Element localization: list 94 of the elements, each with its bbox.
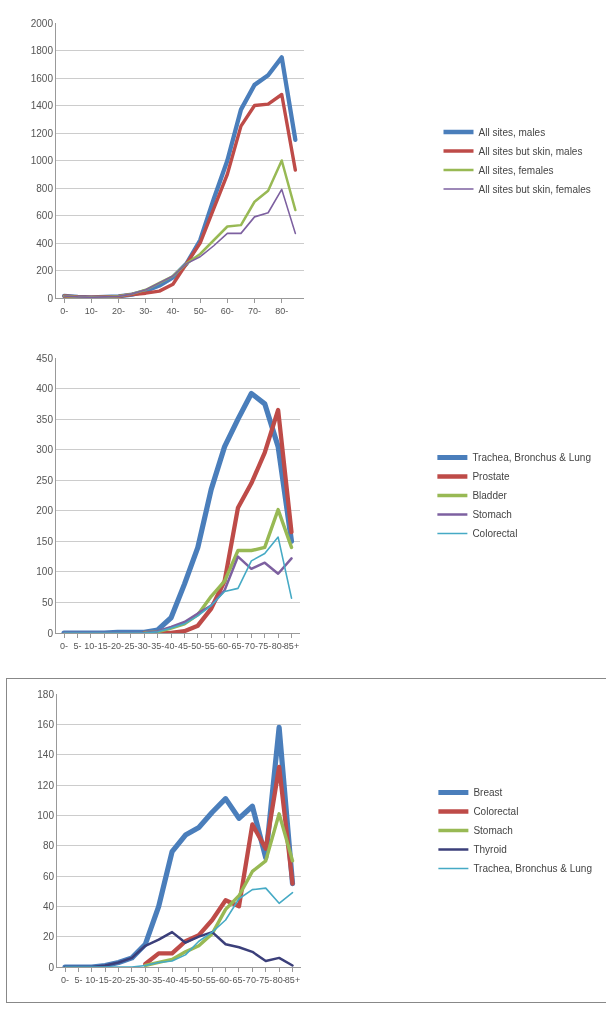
x-tick-label: 65-	[232, 974, 246, 985]
y-tick-label: 100	[36, 566, 54, 578]
x-tick-label: 5-	[74, 974, 83, 985]
y-tick-label: 250	[36, 474, 54, 486]
y-tick-label: 2000	[30, 17, 54, 29]
x-tick-label: 80-	[275, 305, 289, 316]
x-tick-label: 85+	[283, 640, 300, 651]
x-tick-label: 35-	[152, 974, 166, 985]
y-tick-label: 100	[37, 809, 55, 821]
x-tick-label: 10-	[85, 974, 99, 985]
y-tick-label: 200	[36, 505, 54, 517]
y-tick-label: 180	[37, 688, 55, 700]
y-tick-label: 20	[42, 931, 55, 943]
x-tick-label: 0-	[60, 640, 69, 651]
legend-label: Stomach	[473, 825, 513, 837]
y-tick-label: 140	[37, 749, 55, 761]
legend-label: Stomach	[472, 509, 512, 521]
x-tick-label: 65-	[231, 640, 245, 651]
y-tick-label: 400	[36, 237, 54, 249]
y-tick-label: 0	[47, 292, 54, 304]
line-series	[63, 536, 293, 633]
y-tick-label: 1000	[30, 155, 54, 166]
x-tick-label: 55-	[204, 640, 218, 651]
y-tick-label: 80	[42, 840, 55, 852]
x-tick-label: 10-	[84, 305, 98, 316]
x-tick-label: 20-	[112, 974, 126, 985]
y-tick-label: 1600	[30, 72, 54, 84]
y-tick-label: 450	[36, 352, 54, 364]
x-tick-label: 75-	[258, 640, 272, 651]
x-tick-label: 20-	[112, 305, 126, 316]
legend-label: Trachea, Bronchus & Lung	[473, 863, 592, 875]
y-tick-label: 600	[36, 210, 54, 221]
x-tick-label: 15-	[97, 640, 111, 651]
x-tick-label: 55-	[205, 974, 219, 985]
y-tick-label: 400	[36, 383, 54, 395]
legend-label: Bladder	[472, 490, 508, 502]
x-tick-label: 25-	[124, 640, 138, 651]
x-tick-label: 50-	[192, 974, 206, 985]
x-tick-label: 70-	[245, 974, 259, 985]
x-tick-label: 15-	[98, 974, 112, 985]
legend-label: All sites, males	[478, 126, 546, 138]
y-tick-label: 1200	[30, 127, 54, 139]
x-tick-label: 60-	[218, 640, 232, 651]
legend-label: All sites but skin, females	[478, 183, 591, 195]
x-tick-label: 60-	[220, 305, 234, 316]
x-tick-label: 30-	[138, 974, 152, 985]
x-tick-label: 20-	[111, 640, 125, 651]
line-series	[64, 887, 294, 967]
x-tick-label: 25-	[125, 974, 139, 985]
legend-label: All sites, females	[478, 164, 554, 176]
y-tick-label: 150	[36, 535, 54, 547]
x-tick-label: 35-	[151, 640, 165, 651]
y-tick-label: 1800	[30, 45, 54, 56]
legend-label: All sites but skin, males	[478, 145, 583, 157]
y-tick-label: 120	[37, 779, 55, 791]
y-tick-label: 200	[36, 265, 54, 276]
line-series	[142, 407, 294, 633]
x-tick-label: 70-	[248, 305, 262, 316]
y-tick-label: 300	[36, 444, 54, 456]
x-tick-label: 30-	[139, 305, 153, 316]
y-tick-label: 50	[41, 596, 54, 608]
x-tick-label: 50-	[193, 305, 207, 316]
x-tick-label: 60-	[219, 974, 233, 985]
y-tick-label: 0	[47, 627, 54, 639]
y-tick-label: 1400	[30, 100, 54, 111]
y-tick-label: 40	[42, 900, 55, 912]
legend-label: Trachea, Bronchus & Lung	[472, 452, 591, 464]
x-tick-label: 45-	[177, 640, 191, 651]
x-tick-label: 10-	[84, 640, 98, 651]
legend-label: Breast	[473, 787, 503, 799]
legend-label: Colorectal	[473, 806, 519, 818]
x-tick-label: 50-	[191, 640, 205, 651]
x-tick-label: 0-	[61, 974, 70, 985]
y-tick-label: 350	[36, 413, 54, 425]
x-tick-label: 40-	[164, 640, 178, 651]
x-tick-label: 80-	[272, 974, 286, 985]
legend-label: Prostate	[472, 471, 511, 483]
x-tick-label: 40-	[165, 974, 179, 985]
x-tick-label: 80-	[271, 640, 285, 651]
x-tick-label: 75-	[259, 974, 273, 985]
y-tick-label: 0	[48, 961, 55, 973]
line-series	[63, 188, 297, 298]
x-tick-label: 30-	[137, 640, 151, 651]
x-tick-label: 70-	[244, 640, 258, 651]
legend-label: Colorectal	[472, 528, 518, 540]
x-tick-label: 0-	[60, 305, 69, 316]
x-tick-label: 45-	[178, 974, 192, 985]
y-tick-label: 800	[36, 182, 54, 194]
legend-label: Thyroid	[473, 844, 507, 856]
x-tick-label: 40-	[166, 305, 180, 316]
y-tick-label: 160	[37, 718, 55, 730]
x-tick-label: 5-	[73, 640, 82, 651]
x-tick-label: 85+	[284, 974, 301, 985]
y-tick-label: 60	[42, 870, 55, 882]
